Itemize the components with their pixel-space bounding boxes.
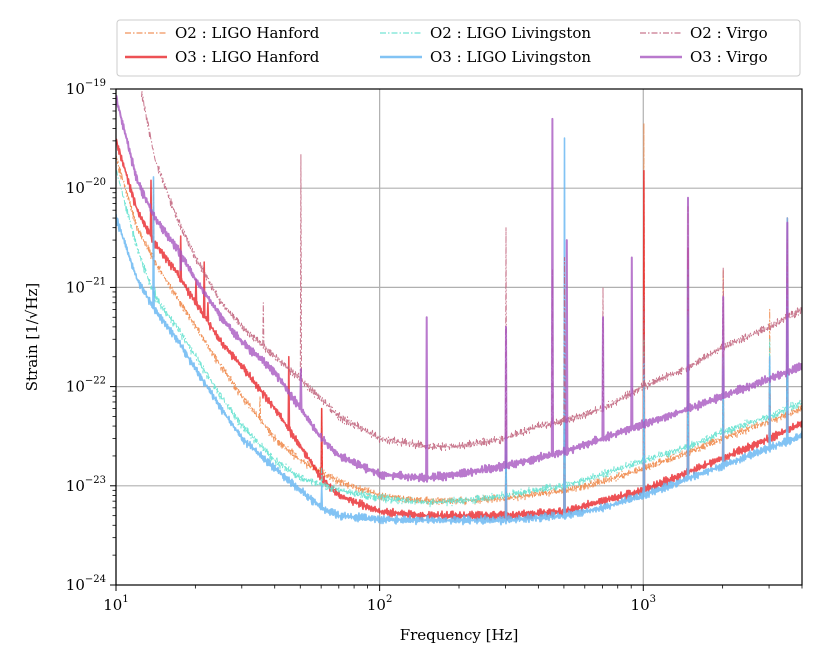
legend-label: O3 : LIGO Hanford [175, 48, 320, 66]
series-line-6 [116, 95, 802, 483]
legend-box [116, 19, 801, 77]
y-tick-label: 10−23 [66, 475, 106, 495]
y-tick-base: 10 [66, 278, 85, 296]
y-tick-label: 10−22 [66, 376, 106, 396]
x-tick-base: 10 [631, 596, 650, 614]
x-tick-exponent: 3 [650, 594, 656, 605]
y-tick-label: 10−21 [66, 276, 106, 296]
legend-label: O2 : LIGO Hanford [175, 24, 320, 42]
y-tick-label: 10−20 [66, 177, 106, 197]
y-tick-exponent: −24 [85, 574, 106, 585]
y-tick-exponent: −19 [85, 78, 106, 89]
legend-label: O3 : Virgo [690, 48, 768, 66]
y-tick-base: 10 [66, 378, 85, 396]
x-tick-exponent: 1 [122, 594, 128, 605]
y-tick-exponent: −20 [85, 177, 106, 188]
x-tick-base: 10 [103, 596, 122, 614]
y-tick-base: 10 [66, 179, 85, 197]
y-tick-base: 10 [66, 576, 85, 594]
y-tick-base: 10 [66, 80, 85, 98]
legend: O2 : LIGO Hanford O3 : LIGO Hanford O2 : L… [116, 19, 801, 77]
x-tick-label: 103 [631, 594, 656, 614]
legend-label: O3 : LIGO Livingston [430, 48, 591, 66]
x-axis-label: Frequency [Hz] [400, 626, 519, 644]
x-tick-label: 102 [367, 594, 392, 614]
y-tick-base: 10 [66, 477, 85, 495]
y-axis-label: Strain [1/√Hz] [23, 283, 41, 392]
series-group [116, 91, 802, 526]
x-tick-base: 10 [367, 596, 386, 614]
y-tick-label: 10−19 [66, 78, 106, 98]
x-tick-exponent: 2 [386, 594, 392, 605]
x-tick-label: 101 [103, 594, 128, 614]
y-tick-exponent: −21 [85, 276, 106, 287]
y-tick-exponent: −23 [85, 475, 106, 486]
y-tick-label: 10−24 [66, 574, 106, 594]
legend-label: O2 : Virgo [690, 24, 768, 42]
legend-label: O2 : LIGO Livingston [430, 24, 591, 42]
y-tick-exponent: −22 [85, 376, 106, 387]
